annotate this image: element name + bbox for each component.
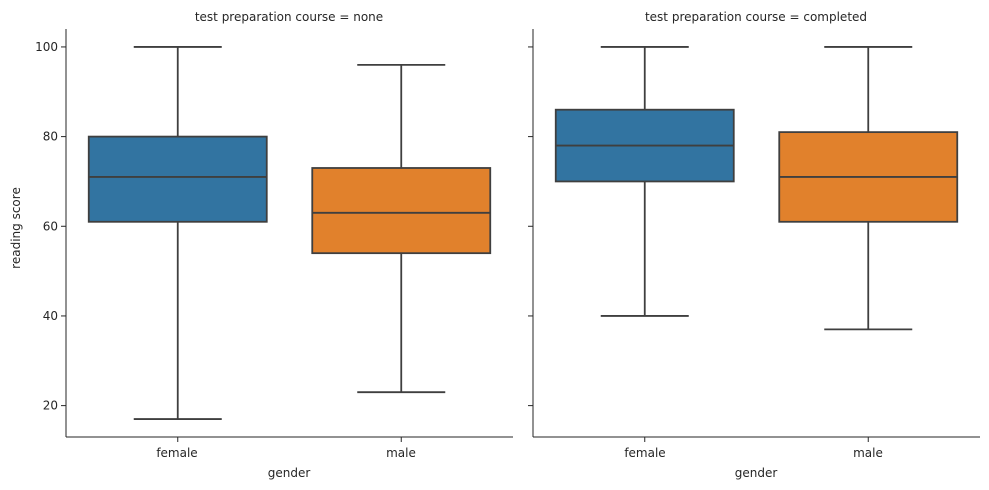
panel-title-none: test preparation course = none (195, 10, 383, 24)
box-none-male (311, 63, 492, 394)
iqr-box (311, 167, 492, 255)
y-tick-label: 80 (43, 130, 58, 144)
y-tick-label: 100 (35, 40, 58, 54)
x-tick-female-none: female (156, 446, 197, 460)
x-axis-label-completed: gender (735, 466, 778, 480)
x-axis-label-none: gender (268, 466, 311, 480)
panel-completed: test preparation course = completed gend… (528, 10, 980, 480)
y-tick-label: 40 (43, 309, 58, 323)
x-tick-male-completed: male (853, 446, 883, 460)
box-completed-male (778, 46, 959, 331)
panel-none: test preparation course = none gender fe… (35, 10, 513, 480)
y-tick-label: 20 (43, 399, 58, 413)
y-tick-label: 60 (43, 219, 58, 233)
x-tick-female-completed: female (624, 446, 665, 460)
iqr-box (87, 135, 268, 223)
box-none-female (87, 46, 268, 420)
panel-title-completed: test preparation course = completed (645, 10, 867, 24)
x-tick-male-none: male (386, 446, 416, 460)
box-completed-female (554, 46, 735, 317)
y-axis-label: reading score (9, 187, 23, 269)
